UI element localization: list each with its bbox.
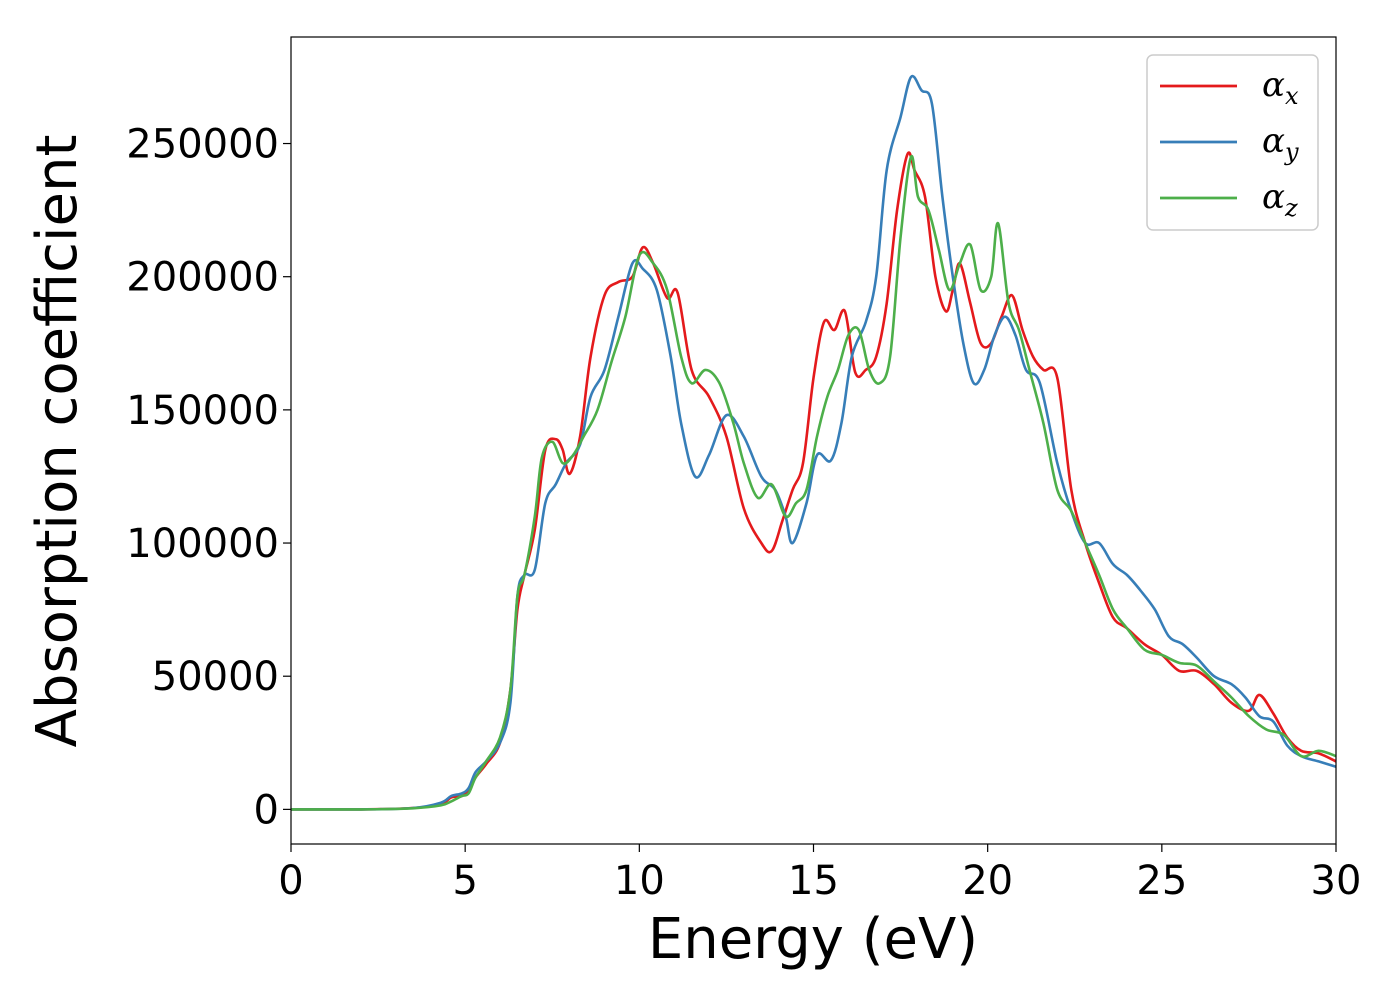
x-tick-label: 20	[962, 858, 1013, 904]
legend-label-alpha-y: αy	[1262, 121, 1299, 166]
x-tick-label: 10	[614, 858, 665, 904]
x-axis-title: Energy (eV)	[648, 907, 978, 972]
series-line-alpha-y	[290, 74, 1337, 811]
x-tick-label: 0	[278, 858, 303, 904]
legend: αx αy αz	[1146, 54, 1319, 231]
x-tick-label: 30	[1311, 858, 1362, 904]
x-tick-label: 5	[452, 858, 477, 904]
y-tick-label: 250000	[126, 122, 279, 168]
y-tick-label: 0	[254, 787, 279, 833]
y-tick-label: 100000	[126, 521, 279, 567]
x-axis-ticks: 0 5 10 15 20 25 30	[278, 844, 1361, 904]
y-axis-ticks: 0 50000 100000 150000 200000 250000	[126, 122, 291, 833]
series-line-alpha-z	[290, 155, 1337, 811]
y-axis-title: Absorption coefficient	[25, 135, 90, 748]
x-tick-label: 25	[1136, 858, 1187, 904]
legend-label-alpha-x: αx	[1262, 65, 1299, 110]
series-layer	[290, 74, 1337, 811]
y-tick-label: 150000	[126, 388, 279, 434]
legend-label-alpha-z: αz	[1262, 177, 1298, 222]
y-tick-label: 50000	[152, 654, 279, 700]
y-tick-label: 200000	[126, 255, 279, 301]
series-line-alpha-x	[290, 151, 1337, 811]
x-tick-label: 15	[788, 858, 839, 904]
